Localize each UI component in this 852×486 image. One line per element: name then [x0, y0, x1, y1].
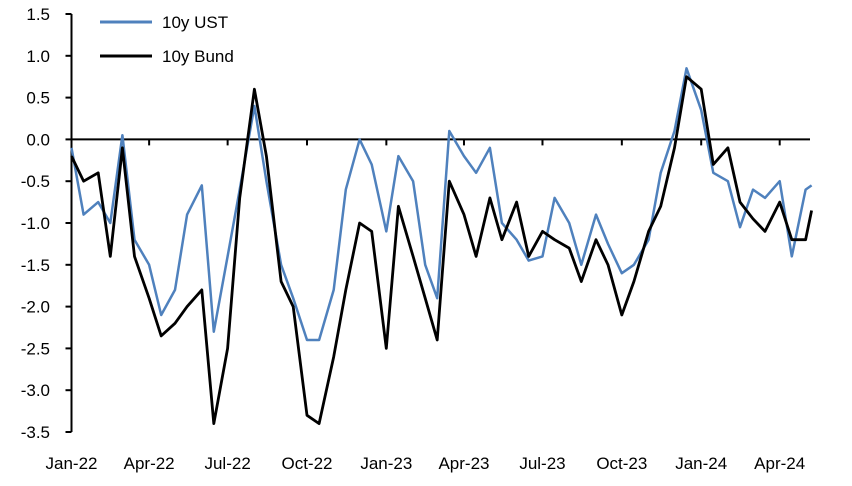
x-tick-label: Jul-22 [204, 454, 250, 473]
x-tick-label: Oct-22 [281, 454, 332, 473]
series-line-ust [70, 67, 813, 342]
x-tick-label: Jan-23 [360, 454, 412, 473]
x-tick-label: Jul-23 [519, 454, 565, 473]
y-tick-label: 1.0 [26, 47, 50, 66]
legend: 10y UST 10y Bund [100, 13, 234, 66]
y-tick-label: -2.5 [21, 339, 50, 358]
y-tick-label: 0.0 [26, 130, 50, 149]
y-tick-label: -1.5 [21, 256, 50, 275]
y-tick-label: -3.5 [21, 423, 50, 442]
x-axis: Jan-22 Apr-22 Jul-22 Oct-22 Jan-23 Apr-23 Jul-… [46, 138, 810, 473]
series-line-bund [70, 75, 813, 426]
y-tick-label: 0.5 [26, 89, 50, 108]
legend-label-ust: 10y UST [162, 13, 228, 32]
y-axis: 1.5 1.0 0.5 0.0 -0.5 -1.0 -1.5 -2.0 -2.5 -3.0 -3.5 [21, 5, 73, 442]
x-tick-label: Apr-22 [124, 454, 175, 473]
x-tick-label: Oct-23 [596, 454, 647, 473]
y-tick-label: -2.0 [21, 298, 50, 317]
x-tick-label: Jan-24 [675, 454, 727, 473]
x-tick-label: Jan-22 [46, 454, 98, 473]
x-tick-label: Apr-23 [438, 454, 489, 473]
y-tick-label: -1.0 [21, 214, 50, 233]
legend-label-bund: 10y Bund [162, 47, 234, 66]
y-tick-label: -0.5 [21, 172, 50, 191]
y-tick-label: -3.0 [21, 381, 50, 400]
y-tick-label: 1.5 [26, 5, 50, 24]
series-lines [70, 67, 813, 426]
x-tick-label: Apr-24 [754, 454, 805, 473]
